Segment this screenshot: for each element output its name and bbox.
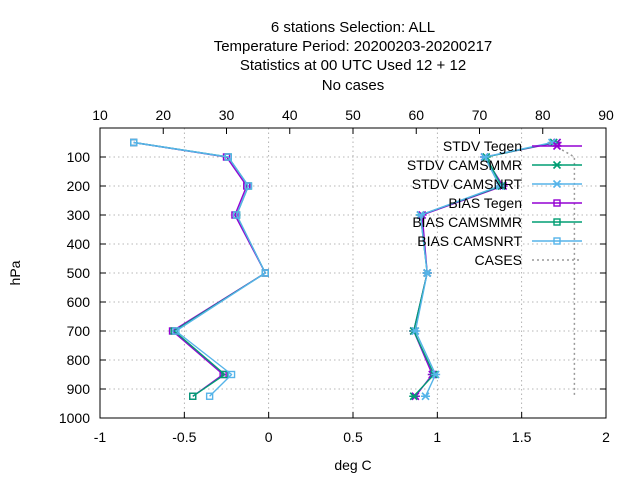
x-tick-label: -1 [94, 429, 107, 445]
legend-marker [553, 237, 561, 245]
y-tick-label: 300 [67, 207, 91, 223]
axis-ticks: -1 -0.5 0 0.5 1 1.5 2 10 20 30 40 50 60 70 80 90 100 200 3… [59, 107, 614, 445]
x-tick-label: 0.5 [343, 429, 363, 445]
series-line [133, 141, 266, 397]
y-tick-label: 800 [67, 352, 91, 368]
x-tick-label: 2 [602, 429, 610, 445]
x2-tick-label: 30 [219, 107, 235, 123]
y-tick-label: 200 [67, 178, 91, 194]
x2-tick-label: 40 [282, 107, 298, 123]
data-point [421, 392, 431, 401]
x2-tick-label: 90 [598, 107, 614, 123]
data-point [431, 370, 441, 379]
legend-label: STDV CAMSMMR [407, 157, 522, 173]
data-point [189, 392, 197, 400]
legend-label: STDV CAMSNRT [412, 176, 523, 192]
legend: STDV Tegen STDV CAMSMMR STDV CAMSNRT BIAS T… [407, 138, 582, 268]
y-tick-label: 100 [67, 149, 91, 165]
y-tick-label: 700 [67, 323, 91, 339]
y-tick-label: 600 [67, 294, 91, 310]
x-tick-label: 1 [433, 429, 441, 445]
data-point [410, 326, 420, 336]
data-point [221, 370, 229, 379]
x-tick-label: -0.5 [172, 429, 196, 445]
series-line [414, 141, 553, 397]
y-tick-label: 1000 [59, 410, 90, 426]
chart-title-line-4: No cases [322, 77, 385, 94]
x2-tick-label: 60 [408, 107, 424, 123]
data-point [172, 327, 180, 335]
chart-title-line-1: 6 stations Selection: ALL [271, 19, 435, 36]
x2-tick-label: 80 [535, 107, 551, 123]
legend-label: STDV Tegen [443, 138, 522, 154]
y-tick-label: 500 [67, 265, 91, 281]
legend-label: BIAS CAMSNRT [417, 233, 522, 249]
series-cases [548, 141, 576, 397]
legend-label: BIAS Tegen [448, 195, 522, 211]
chart-title-line-3: Statistics at 00 UTC Used 12 + 12 [240, 57, 466, 74]
y-axis-label: hPa [7, 260, 23, 285]
chart-title-line-2: Temperature Period: 20200203-20200217 [214, 38, 493, 55]
legend-marker [552, 141, 562, 151]
legend-marker [553, 199, 561, 207]
data-point [261, 269, 269, 277]
data-point [480, 152, 490, 162]
x-tick-label: 1.5 [512, 429, 532, 445]
legend-label: CASES [475, 252, 522, 268]
data-point [409, 392, 419, 401]
legend-marker [553, 218, 561, 226]
x2-tick-label: 10 [92, 107, 108, 123]
data-point [495, 181, 505, 191]
data-point [130, 138, 138, 147]
plot-frame [99, 127, 607, 419]
chart-titles: 6 stations Selection: ALL Temperature Pe… [214, 19, 493, 94]
x-tick-label: 0 [265, 429, 273, 445]
data-point [415, 210, 425, 220]
data-point [224, 153, 232, 161]
data-point [232, 211, 241, 219]
legend-marker [552, 179, 562, 189]
series-line [133, 141, 266, 397]
legend-label: BIAS CAMSMMR [412, 214, 522, 230]
x-axis-label: deg C [334, 457, 371, 473]
series-line [548, 141, 576, 397]
grid [100, 128, 606, 418]
data-point [244, 182, 253, 190]
x2-tick-label: 70 [472, 107, 488, 123]
data-point [422, 268, 432, 278]
series [130, 138, 576, 401]
series-bias-camsnrt [130, 138, 269, 400]
y-tick-label: 900 [67, 381, 91, 397]
data-point [227, 370, 236, 379]
legend-marker [552, 160, 562, 170]
data-point [205, 392, 214, 400]
series-stdv-camsnrt [410, 138, 557, 401]
y-tick-label: 400 [67, 236, 91, 252]
series-line [133, 141, 266, 397]
x2-tick-label: 20 [155, 107, 171, 123]
x2-tick-label: 50 [345, 107, 361, 123]
